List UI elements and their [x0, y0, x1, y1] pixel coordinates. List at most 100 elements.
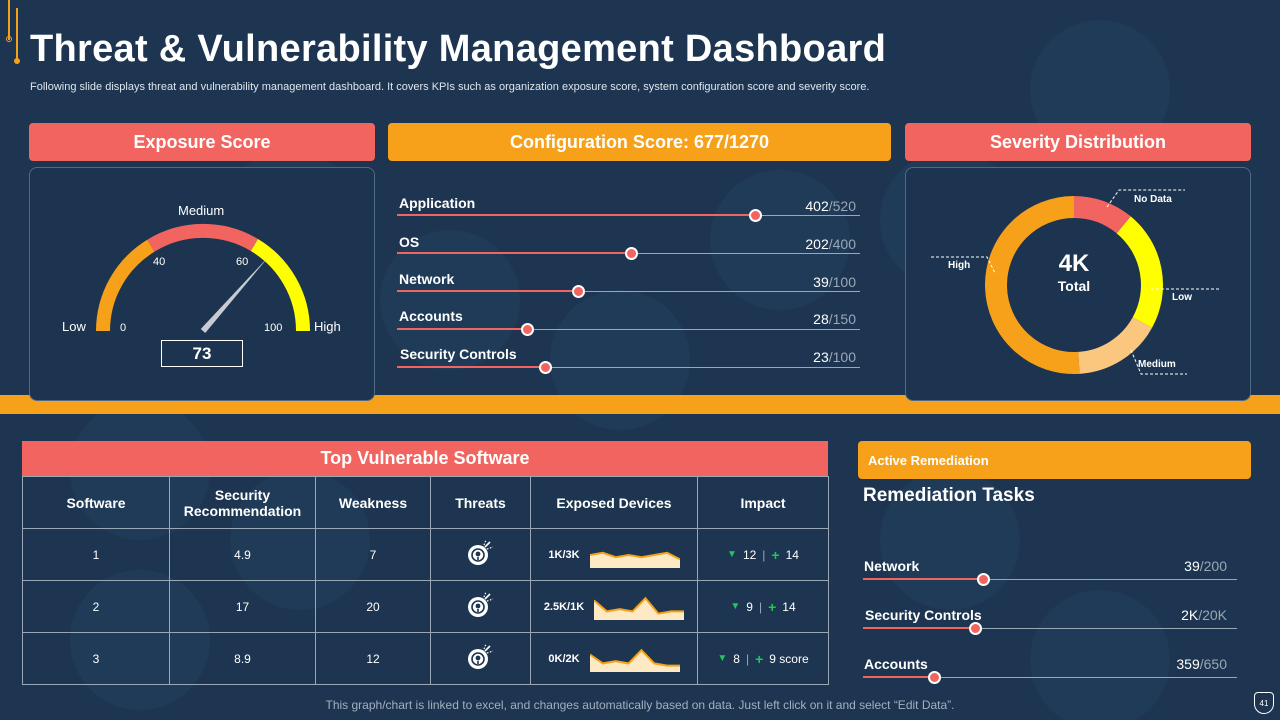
gauge-tick-100: 100	[264, 322, 283, 334]
column-header-weakness: Weakness	[315, 476, 431, 529]
exposed-devices-value: 0K/2K	[548, 652, 580, 665]
plus-icon: +	[768, 598, 777, 615]
accent-line	[16, 8, 18, 60]
config-label-os: OS	[399, 234, 420, 250]
cell-software: 1	[22, 528, 170, 581]
config-score: 402	[805, 198, 829, 214]
slider-fill	[863, 578, 983, 580]
gauge-medium-arc	[147, 223, 258, 252]
gauge-needle	[200, 254, 271, 333]
config-total: /100	[828, 274, 856, 290]
slider-fill	[397, 366, 546, 368]
exposure-score-header: Exposure Score	[29, 123, 375, 161]
page-title: Threat & Vulnerability Management Dashbo…	[30, 28, 887, 70]
config-slider-accounts[interactable]	[397, 323, 860, 336]
cell-threats	[430, 632, 531, 685]
column-header-security-recommendation: Security Recommendation	[169, 476, 316, 529]
remediation-total: /200	[1199, 558, 1227, 574]
sparkline-line	[594, 596, 685, 615]
slider-knob[interactable]	[571, 285, 585, 298]
config-label-security-controls: Security Controls	[400, 346, 517, 362]
leader-no-data	[1106, 189, 1185, 208]
exposed-devices-value: 2.5K/1K	[543, 600, 585, 613]
config-total: /400	[828, 236, 856, 252]
gauge-low-arc	[96, 239, 155, 332]
config-score: 39	[813, 274, 829, 290]
sparkline-line	[589, 648, 680, 667]
bug-threat-icon	[467, 591, 493, 617]
sparkline-area	[589, 552, 680, 568]
exposed-devices-value: 1K/3K	[548, 548, 580, 561]
impact-content: ▼ 12 | +14	[698, 547, 828, 563]
remediation-slider-accounts[interactable]	[863, 671, 1237, 684]
config-score: 202	[805, 236, 829, 252]
impact-up-value: 14	[782, 599, 796, 614]
remediation-value-accounts: 359/650	[1137, 656, 1227, 672]
config-slider-os[interactable]	[397, 247, 860, 260]
donut-slice-high	[985, 196, 1080, 374]
cell-exposed-devices: 2.5K/1K	[530, 580, 698, 633]
config-slider-application[interactable]	[397, 209, 860, 222]
impact-content: ▼ 9 | +14	[698, 599, 828, 615]
remediation-slider-network[interactable]	[863, 573, 1237, 586]
bug-threat-icon	[467, 539, 493, 565]
config-slider-security-controls[interactable]	[397, 361, 860, 374]
config-value-application: 402/520	[766, 198, 856, 214]
severity-donut-chart	[931, 189, 1221, 375]
plus-icon: +	[771, 546, 780, 563]
remediation-value-security-controls: 2K/20K	[1137, 607, 1227, 623]
remediation-total: /20K	[1198, 607, 1227, 623]
column-header-threats: Threats	[430, 476, 531, 529]
plus-icon: +	[755, 650, 764, 667]
exposed-devices-content: 1K/3K	[531, 542, 697, 568]
exposed-devices-content: 0K/2K	[531, 646, 697, 672]
vulnerable-software-table: Software Security Recommendation Weaknes…	[22, 476, 829, 685]
remediation-score: 359	[1176, 656, 1200, 672]
config-label-application: Application	[399, 195, 476, 211]
config-value-security-controls: 23/100	[766, 349, 856, 365]
impact-separator: |	[758, 599, 763, 614]
slider-knob[interactable]	[976, 573, 990, 586]
active-remediation-header: Active Remediation	[858, 441, 1251, 479]
config-label-accounts: Accounts	[399, 308, 463, 324]
column-header-impact: Impact	[697, 476, 829, 529]
config-score: 28	[813, 311, 829, 327]
slider-knob[interactable]	[539, 361, 553, 374]
cell-exposed-devices: 1K/3K	[530, 528, 698, 581]
donut-slice-no-data	[1073, 196, 1131, 234]
remediation-slider-security-controls[interactable]	[863, 622, 1237, 635]
severity-label-no-data: No Data	[1134, 194, 1172, 205]
leader-high	[931, 256, 996, 274]
impact-down-value: 9	[746, 599, 753, 614]
impact-separator: |	[745, 651, 750, 666]
cell-impact: ▼ 8 | +9 score	[697, 632, 829, 685]
slider-knob[interactable]	[624, 247, 638, 260]
impact-down-value: 12	[742, 547, 757, 562]
exposed-devices-content: 2.5K/1K	[531, 594, 697, 620]
cell-recommendation: 17	[169, 580, 316, 633]
page-subtitle: Following slide displays threat and vuln…	[30, 81, 870, 93]
gauge-label-low: Low	[62, 319, 86, 334]
cell-impact: ▼ 9 | +14	[697, 580, 829, 633]
exposure-score-value: 73	[161, 340, 243, 367]
sparkline-line	[589, 551, 680, 560]
slider-knob[interactable]	[969, 622, 983, 635]
donut-slice-low	[1116, 216, 1163, 328]
severity-total-value: 4K	[1058, 250, 1090, 277]
severity-label-low: Low	[1172, 292, 1192, 303]
cell-software: 2	[22, 580, 170, 633]
impact-up-value: 14	[785, 547, 799, 562]
cell-threats	[430, 528, 531, 581]
slider-knob[interactable]	[520, 323, 534, 336]
gauge-tick-40: 40	[153, 256, 166, 268]
sparkline-area	[589, 649, 680, 672]
table-row: 2 17 20 2.5K/1K ▼ 9 | +14	[22, 580, 829, 633]
slider-knob[interactable]	[928, 671, 942, 684]
page-number: 41	[1254, 692, 1274, 714]
slider-knob[interactable]	[748, 209, 762, 222]
accent-dot	[14, 58, 20, 64]
cell-threats	[430, 580, 531, 633]
slider-fill	[397, 290, 578, 292]
gauge-tick-60: 60	[236, 256, 249, 268]
config-slider-network[interactable]	[397, 285, 860, 298]
